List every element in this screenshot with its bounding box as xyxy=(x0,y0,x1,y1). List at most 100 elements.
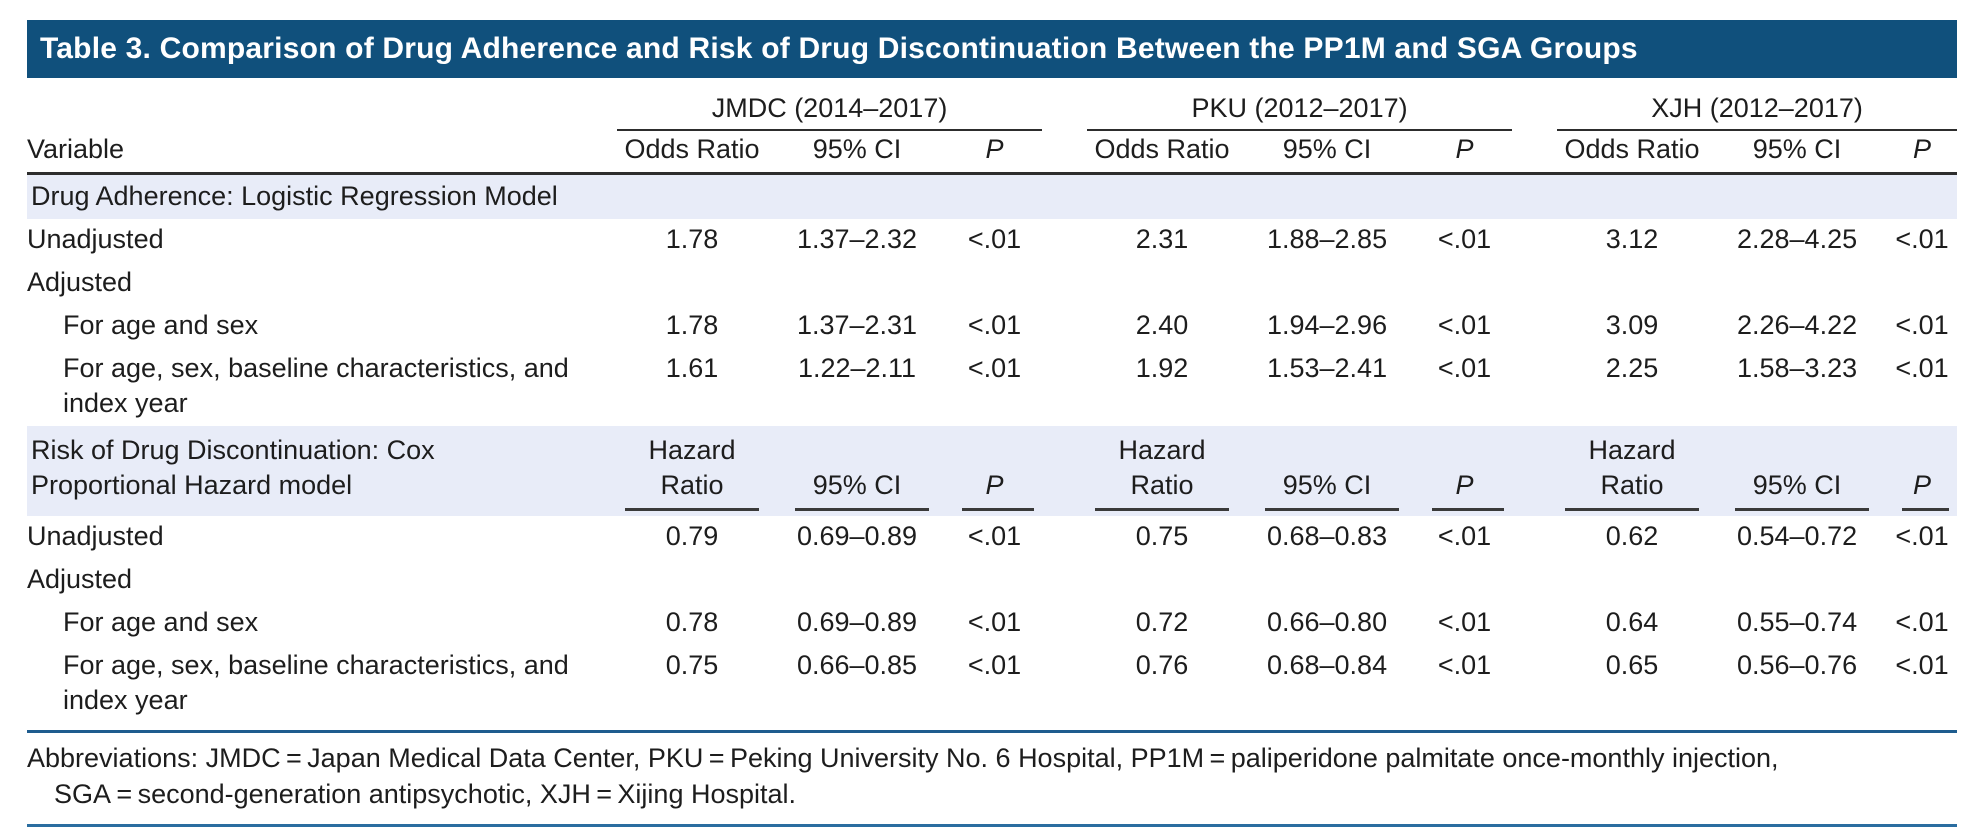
cell-ci-pku xyxy=(1237,262,1417,305)
cell-or-xjh xyxy=(1557,262,1707,305)
column-header-variable: Variable xyxy=(27,130,617,175)
column-header-p-xjh: P xyxy=(1887,426,1958,516)
column-header-ci-pku: 95% CI xyxy=(1237,130,1418,175)
spacer-cell xyxy=(1042,426,1088,516)
cell-or-pku xyxy=(1087,262,1237,305)
column-header-ci-pku: 95% CI xyxy=(1237,426,1418,516)
cell-p-jmdc: <.01 xyxy=(967,353,1022,383)
column-header-odds-ratio-jmdc: Odds Ratio xyxy=(617,130,767,175)
table-row: For age, sex, baseline characteristics, … xyxy=(27,348,1957,426)
cell-ci-jmdc xyxy=(767,262,947,305)
spacer-cell xyxy=(1042,219,1087,262)
cell-ci-xjh xyxy=(1707,262,1887,305)
cell-ci-xjh xyxy=(1707,559,1887,602)
cell-ci-xjh: 0.54–0.72 xyxy=(1736,521,1858,551)
spacer-cell xyxy=(1512,426,1558,516)
cell-p-jmdc xyxy=(947,262,1042,305)
spacer-cell xyxy=(1512,305,1557,348)
cell-or-pku: 2.40 xyxy=(1135,310,1189,340)
row-label: For age and sex xyxy=(63,310,259,340)
column-header-ci-jmdc: 95% CI xyxy=(767,426,947,516)
cell-ci-pku: 0.68–0.84 xyxy=(1266,650,1388,680)
cell-or-pku: 2.31 xyxy=(1135,224,1189,254)
column-header-ci-xjh: 95% CI xyxy=(1707,130,1888,175)
cell-ci-pku xyxy=(1237,559,1417,602)
group-header-row: JMDC (2014–2017) PKU (2012–2017) XJH (20… xyxy=(27,88,1958,131)
cell-p-xjh: <.01 xyxy=(1895,521,1949,551)
cell-ci-pku: 1.88–2.85 xyxy=(1266,224,1388,254)
cell-ci-jmdc: 0.66–0.85 xyxy=(796,650,918,680)
cell-or-jmdc xyxy=(617,262,767,305)
spacer-cell xyxy=(1042,559,1087,602)
spacer-cell xyxy=(1512,262,1557,305)
row-label: Adjusted xyxy=(27,267,133,297)
table-row: Adjusted xyxy=(27,559,1957,602)
cell-hr-jmdc: 0.75 xyxy=(665,650,719,680)
cell-hr-jmdc: 0.79 xyxy=(665,521,719,551)
table-row: Adjusted xyxy=(27,262,1957,305)
column-header-p-pku: P xyxy=(1417,426,1513,516)
cell-ci-jmdc: 0.69–0.89 xyxy=(796,607,918,637)
table-title-bar: Table 3. Comparison of Drug Adherence an… xyxy=(27,20,1957,78)
cell-p-pku xyxy=(1417,262,1512,305)
cell-ci-xjh: 2.28–4.25 xyxy=(1736,224,1858,254)
table-row: Unadjusted 1.78 1.37–2.32 <.01 2.31 1.88… xyxy=(27,219,1957,262)
cell-hr-pku: 0.76 xyxy=(1135,650,1189,680)
spacer-cell xyxy=(1042,602,1087,645)
cell-hr-jmdc: 0.78 xyxy=(665,607,719,637)
corner-cell xyxy=(27,88,617,130)
cell-p-jmdc: <.01 xyxy=(967,607,1022,637)
cell-p-xjh: <.01 xyxy=(1895,224,1949,254)
spacer-cell xyxy=(1042,348,1087,426)
cell-or-pku: 1.92 xyxy=(1135,353,1189,383)
cell-p-xjh: <.01 xyxy=(1895,310,1949,340)
section-header-adherence: Drug Adherence: Logistic Regression Mode… xyxy=(27,173,1958,219)
row-label: For age, sex, baseline characteristics, … xyxy=(63,650,569,715)
cell-p-pku: <.01 xyxy=(1437,607,1492,637)
row-label: For age and sex xyxy=(63,607,259,637)
table-title: Table 3. Comparison of Drug Adherence an… xyxy=(40,32,1638,65)
footnote-top-rule xyxy=(27,730,1957,733)
cell-p-pku xyxy=(1417,559,1512,602)
group-header-jmdc: JMDC (2014–2017) xyxy=(617,88,1043,131)
cell-or-xjh: 3.09 xyxy=(1605,310,1659,340)
cell-hr-xjh: 0.65 xyxy=(1605,650,1659,680)
column-header-odds-ratio-xjh: Odds Ratio xyxy=(1557,130,1708,175)
group-header-pku: PKU (2012–2017) xyxy=(1087,88,1513,131)
column-header-p-pku: P xyxy=(1417,130,1513,175)
table-row: For age, sex, baseline characteristics, … xyxy=(27,645,1957,723)
cell-ci-jmdc: 1.22–2.11 xyxy=(797,353,917,383)
cell-hr-jmdc xyxy=(617,559,767,602)
spacer-cell xyxy=(1512,219,1557,262)
cell-or-jmdc: 1.78 xyxy=(665,224,719,254)
cell-or-jmdc: 1.61 xyxy=(665,353,719,383)
cell-p-xjh: <.01 xyxy=(1895,353,1949,383)
cell-p-xjh: <.01 xyxy=(1895,607,1949,637)
cell-p-pku: <.01 xyxy=(1437,353,1492,383)
cell-ci-pku: 0.66–0.80 xyxy=(1266,607,1388,637)
cell-or-xjh: 2.25 xyxy=(1605,353,1659,383)
footnote-line-2: SGA = second-generation antipsychotic, X… xyxy=(54,779,797,809)
group-header-xjh: XJH (2012–2017) xyxy=(1557,88,1958,131)
column-header-ci-xjh: 95% CI xyxy=(1707,426,1888,516)
spacer-cell xyxy=(1042,262,1087,305)
cell-p-xjh xyxy=(1887,262,1957,305)
section-band-row: Risk of Drug Discontinuation: Cox Propor… xyxy=(27,426,1958,516)
cell-p-jmdc: <.01 xyxy=(967,521,1022,551)
table-row: For age and sex 0.78 0.69–0.89 <.01 0.72… xyxy=(27,602,1957,645)
spacer-cell xyxy=(1512,348,1557,426)
spacer-cell xyxy=(1042,516,1087,559)
cell-p-xjh: <.01 xyxy=(1895,650,1949,680)
cell-p-pku: <.01 xyxy=(1437,650,1492,680)
column-header-hazard-ratio-jmdc: Hazard Ratio xyxy=(617,426,767,516)
spacer-cell xyxy=(1512,88,1557,130)
column-header-p-xjh: P xyxy=(1887,130,1958,175)
row-label: For age, sex, baseline characteristics, … xyxy=(63,353,569,418)
spacer-cell xyxy=(1042,645,1087,723)
footnote-line-1: Abbreviations: JMDC = Japan Medical Data… xyxy=(27,743,1779,773)
cell-ci-xjh: 0.55–0.74 xyxy=(1736,607,1858,637)
cell-p-jmdc: <.01 xyxy=(967,650,1022,680)
spacer-cell xyxy=(1042,305,1087,348)
spacer-cell xyxy=(1042,88,1087,130)
